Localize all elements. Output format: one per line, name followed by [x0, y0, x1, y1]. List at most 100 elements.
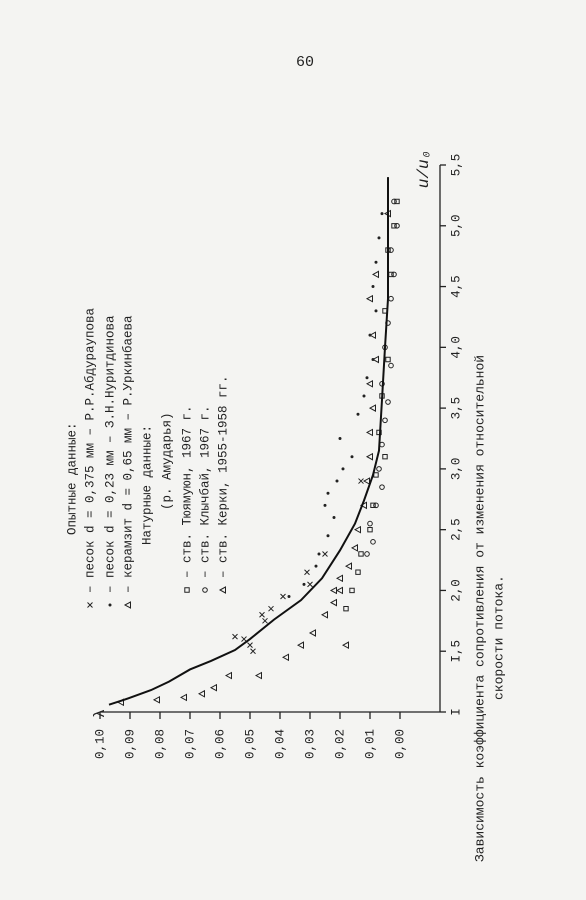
data-point [362, 477, 370, 485]
x-tick-label: 5,5 [449, 154, 463, 177]
data-point [394, 198, 400, 205]
data-point [353, 525, 361, 534]
fit-curve [108, 177, 389, 706]
data-point [329, 586, 337, 595]
data-point [365, 428, 373, 437]
data-point [296, 641, 304, 649]
data-point [335, 586, 343, 595]
x-tick-label: 3,0 [449, 458, 463, 481]
y-tick-label: 0,10 [93, 729, 107, 759]
data-point [388, 295, 394, 302]
data-point [335, 574, 343, 583]
x-tick-label: I [449, 708, 463, 716]
data-point [371, 270, 379, 279]
data-point [379, 381, 385, 387]
data-point [262, 617, 268, 624]
data-point [380, 212, 384, 216]
data-point [368, 404, 376, 412]
data-point [320, 610, 328, 619]
data-point [338, 437, 342, 440]
y-tick-label: 0,00 [393, 729, 407, 759]
y-tick-label: 0,04 [273, 729, 287, 759]
data-point [341, 467, 345, 471]
data-point [259, 611, 265, 618]
data-point [365, 376, 369, 380]
x-tick-label: 2,5 [449, 518, 463, 541]
data-point [388, 247, 394, 253]
legend-marker [184, 587, 190, 593]
data-point [367, 526, 373, 533]
caption-line: Зависимость коэффициента сопротивления о… [472, 355, 487, 862]
data-point [374, 309, 378, 313]
data-point [344, 562, 352, 570]
legend-marker [218, 586, 226, 594]
legend-heading: (р. Амударья) [160, 412, 174, 510]
data-point [224, 671, 232, 680]
legend-label: – песок d = 0,23 мм – З.Н.Нуритдинова [103, 315, 117, 593]
data-point [358, 551, 364, 557]
data-point [179, 693, 187, 702]
data-point [358, 478, 364, 484]
data-point [379, 441, 385, 448]
data-point [377, 236, 381, 240]
x-tick-label: 3,5 [449, 397, 463, 420]
legend-heading: Натурные данные: [140, 425, 154, 545]
legend-marker [202, 587, 208, 593]
data-point [329, 598, 337, 607]
data-point [367, 520, 373, 527]
data-point [350, 544, 358, 552]
data-point [281, 653, 289, 662]
data-point [373, 472, 379, 478]
data-point [374, 260, 378, 264]
data-point [391, 271, 397, 278]
data-point [373, 502, 379, 509]
data-point [368, 331, 376, 340]
data-point [362, 394, 366, 398]
data-point [268, 605, 274, 612]
data-point [364, 551, 370, 557]
y-tick-label: 0,08 [153, 729, 167, 759]
data-point [365, 294, 373, 303]
data-point [302, 582, 306, 586]
data-point [379, 484, 385, 490]
data-point [323, 503, 327, 507]
data-point [343, 605, 349, 612]
data-point [254, 671, 262, 680]
data-point [232, 633, 238, 640]
data-point [371, 355, 379, 364]
data-point [382, 417, 388, 424]
data-point [335, 479, 339, 483]
data-point [385, 399, 391, 405]
legend-label: – ств. Клычбай, 1967 г. [198, 405, 212, 578]
data-point [287, 595, 291, 598]
data-point [304, 569, 310, 576]
data-point [152, 696, 160, 704]
legend-marker [123, 601, 131, 609]
data-point [317, 552, 321, 556]
data-point [391, 198, 397, 205]
legend-label: – ств. Тюямуюн, 1967 г. [180, 405, 194, 578]
y-tick-label: 0,01 [363, 729, 377, 759]
data-point [370, 539, 376, 545]
data-point [350, 455, 354, 459]
data-point [326, 491, 330, 495]
data-point [241, 636, 247, 642]
y-tick-label: 0,03 [303, 729, 317, 759]
data-point [332, 516, 336, 519]
legend-marker [87, 602, 93, 608]
data-point [365, 379, 373, 388]
y-axis-label: λ [92, 709, 109, 718]
data-point [349, 587, 355, 594]
data-point [371, 285, 375, 288]
data-point [388, 362, 394, 369]
legend-label: – песок d = 0,375 мм – Р.Р.Абдураупова [83, 307, 97, 593]
data-point [250, 648, 256, 655]
data-point [356, 412, 360, 416]
y-tick-label: 0,02 [333, 729, 347, 759]
y-tick-label: 0,09 [123, 729, 137, 759]
legend-marker [108, 603, 112, 607]
x-tick-label: 4,0 [449, 336, 463, 359]
legend-label: – ств. Керки, 1955-1958 гг. [216, 375, 230, 578]
data-point [314, 564, 318, 568]
